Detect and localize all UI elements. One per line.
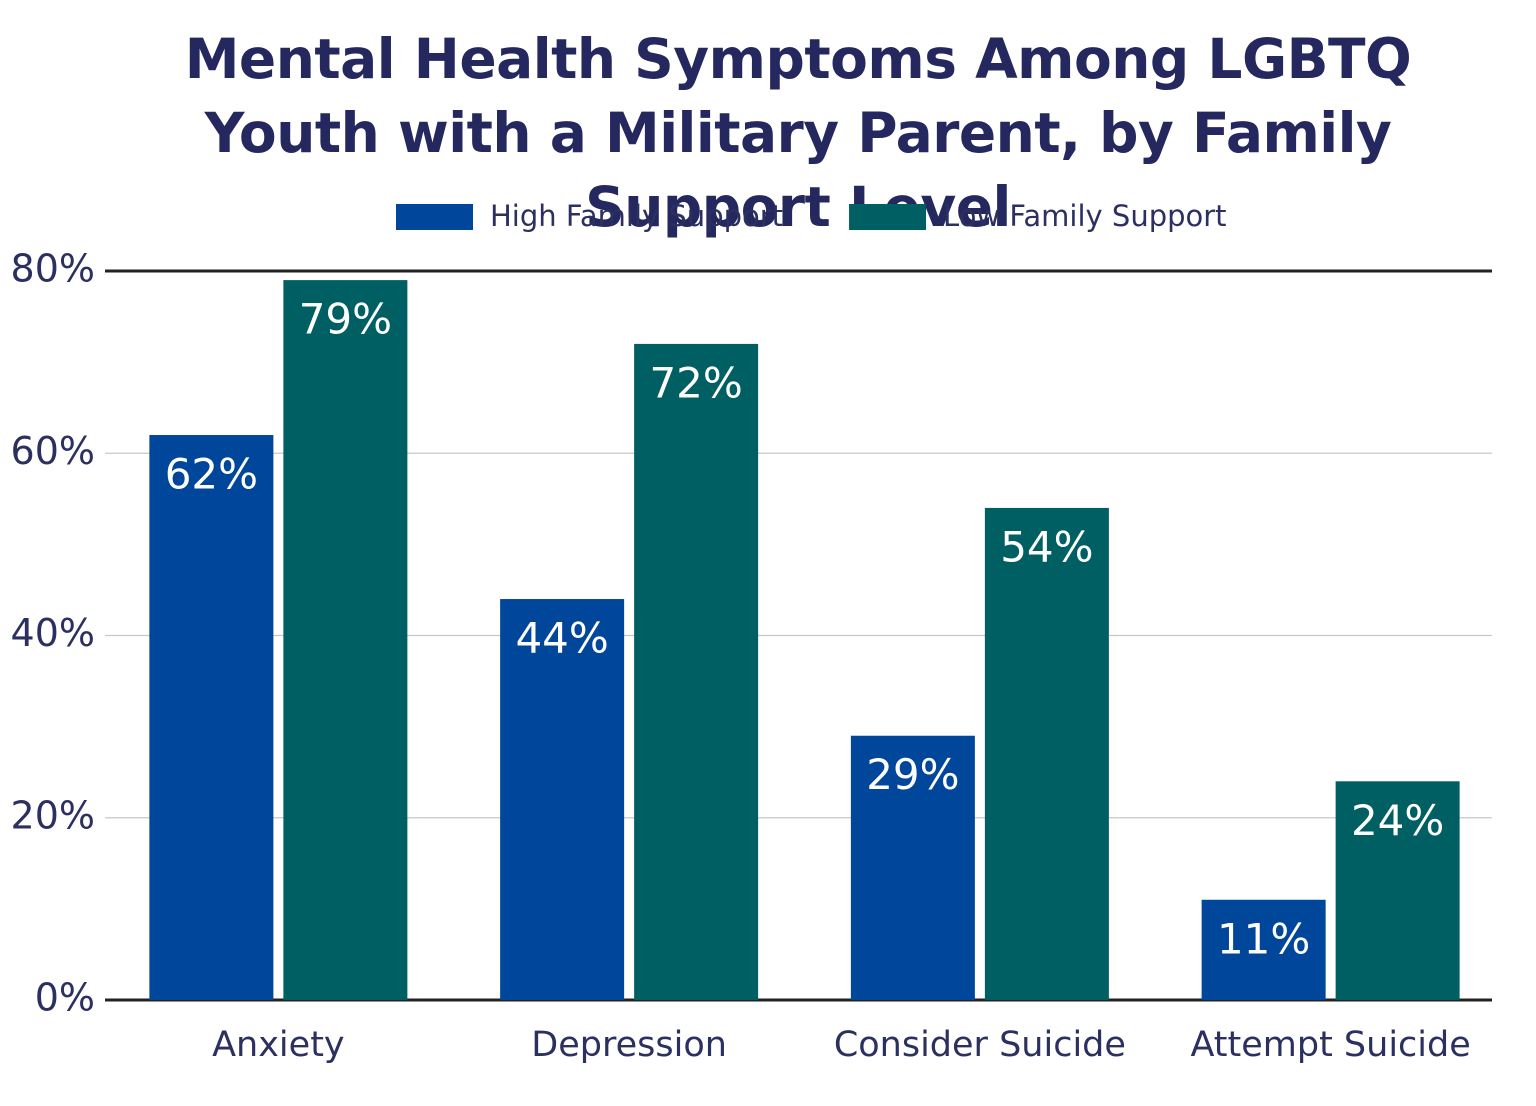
y-tick-label: 0% — [35, 976, 95, 1020]
x-tick-label: Anxiety — [212, 1025, 345, 1065]
y-tick-label: 20% — [11, 793, 95, 837]
chart-title: Mental Health Symptoms Among LGBTQ Youth… — [184, 27, 1412, 239]
bar — [850, 735, 975, 1000]
bar — [634, 343, 759, 1000]
legend-label: High Family Support — [490, 199, 783, 233]
bar — [1335, 781, 1460, 1000]
x-tick-label: Consider Suicide — [834, 1025, 1126, 1065]
value-label: 79% — [299, 295, 392, 344]
bar — [1201, 899, 1326, 1000]
x-tick-label: Depression — [531, 1025, 727, 1065]
value-label: 24% — [1351, 796, 1444, 845]
value-label: 54% — [1000, 522, 1093, 571]
y-tick-label: 40% — [11, 611, 95, 655]
bar — [984, 507, 1109, 1000]
value-label: 11% — [1217, 914, 1310, 963]
legend-label: Low Family Support — [943, 199, 1227, 233]
value-label: 29% — [866, 750, 959, 799]
x-tick-label: Attempt Suicide — [1190, 1025, 1470, 1065]
bar — [149, 435, 274, 1000]
legend-swatch — [849, 204, 927, 230]
value-label: 62% — [165, 450, 258, 499]
bar — [500, 599, 625, 1000]
legend-swatch — [396, 204, 473, 230]
y-tick-label: 60% — [11, 429, 95, 473]
y-tick-label: 80% — [11, 247, 95, 291]
bar — [283, 280, 408, 1000]
value-label: 44% — [515, 614, 608, 663]
value-label: 72% — [649, 358, 742, 407]
